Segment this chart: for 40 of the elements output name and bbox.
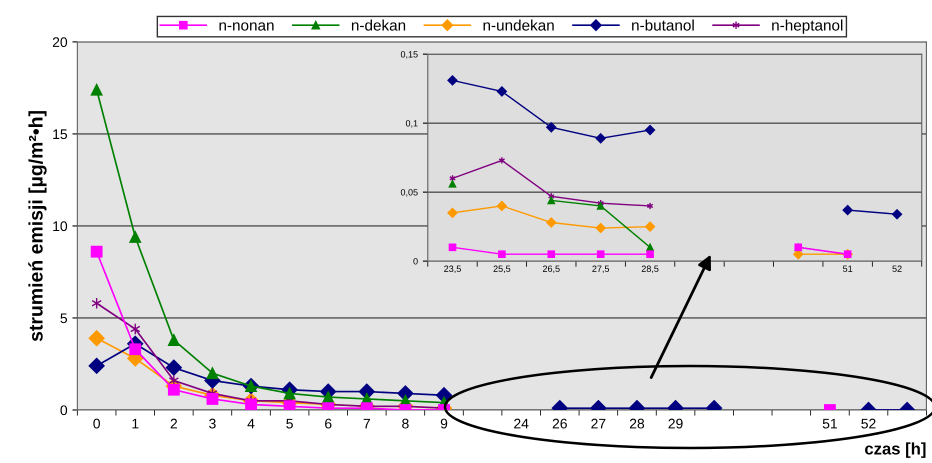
y-tick-label: 0 (60, 405, 68, 416)
x-tick-label: 24 (514, 418, 528, 428)
x-tick-label: 26 (552, 418, 567, 429)
x-tick-label: 29 (668, 418, 683, 429)
y-tick-label: 15 (53, 129, 68, 140)
x-tick-label: 1 (132, 418, 138, 428)
x-tick-label: 52 (861, 418, 876, 429)
x-tick-label: 51 (822, 418, 837, 429)
legend-label: n-undekan (484, 19, 554, 31)
y-tick-label: 20 (52, 37, 68, 48)
x-tick-label: 8 (402, 418, 409, 429)
legend-label: n-butanol (632, 19, 694, 31)
y-tick-label: 0,05 (400, 189, 418, 197)
x-tick-label: 23,5 (444, 266, 461, 273)
y-axis-title: strumień emisji [µg/m²•h] (28, 111, 47, 342)
y-tick-label: 0,15 (400, 51, 418, 59)
x-tick-label: 4 (247, 418, 254, 428)
legend-label: n-nonan (219, 22, 274, 31)
legend-label: n-heptanol (772, 19, 842, 34)
y-tick-label: 0 (413, 258, 418, 264)
x-tick-label: 9 (440, 418, 448, 429)
x-tick-label: 27 (591, 418, 606, 428)
y-tick-label: 5 (60, 313, 68, 324)
y-tick-label: 10 (53, 221, 68, 232)
x-tick-label: 5 (286, 418, 293, 429)
x-tick-label: 6 (325, 418, 332, 429)
x-tick-label: 27,5 (592, 266, 610, 273)
x-tick-label: 26,5 (542, 266, 560, 273)
y-tick-label: 0,1 (406, 120, 418, 128)
x-tick-label: 28,5 (642, 266, 658, 273)
x-tick-label: 28 (630, 418, 644, 429)
x-tick-label: 2 (170, 418, 178, 428)
x-tick-label: 51 (842, 266, 852, 272)
x-tick-label: 25,5 (494, 266, 510, 273)
x-tick-label: 3 (209, 418, 216, 429)
x-tick-label: 0 (93, 418, 100, 429)
x-tick-label: 7 (364, 418, 370, 428)
x-axis-title: czas [h] (865, 442, 926, 458)
x-tick-label: 52 (892, 266, 902, 272)
legend-label: n-dekan (352, 19, 406, 31)
